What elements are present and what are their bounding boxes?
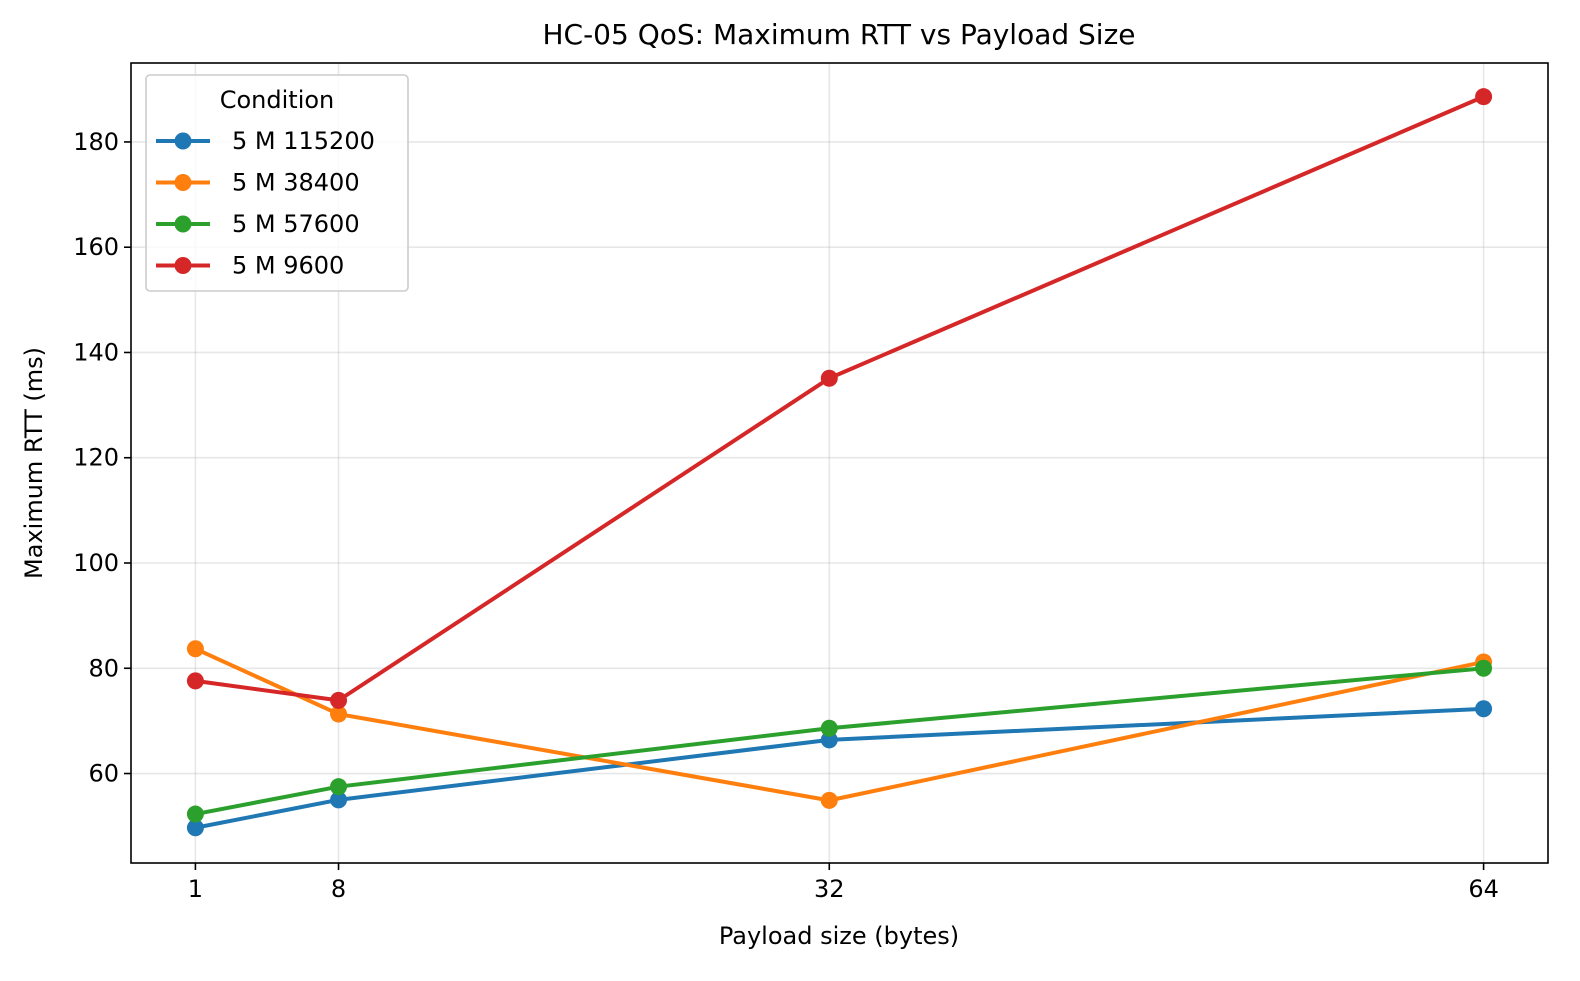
legend-swatch-marker (174, 174, 192, 191)
data-point-5-m-9600 (186, 672, 204, 690)
data-point-5-m-38400 (186, 640, 204, 658)
legend-swatch-marker (174, 257, 192, 274)
data-point-5-m-9600 (1475, 88, 1493, 106)
plot-area-frame (130, 62, 1549, 864)
data-point-5-m-9600 (820, 369, 838, 387)
x-tick-label: 32 (814, 875, 845, 903)
legend-item-5-m-38400: 5 M 38400 (156, 169, 360, 197)
y-tick-label: 180 (73, 128, 119, 156)
legend-swatch-marker (174, 132, 192, 150)
data-point-5-m-9600 (330, 691, 348, 709)
data-point-5-m-115200 (1475, 700, 1493, 718)
grid (131, 63, 1548, 863)
legend-item-5-m-9600: 5 M 9600 (156, 252, 344, 280)
x-axis-label: Payload size (bytes) (719, 922, 959, 950)
data-point-5-m-38400 (330, 705, 348, 723)
legend-item-5-m-57600: 5 M 57600 (156, 210, 360, 238)
y-axis-label: Maximum RTT (ms) (20, 347, 48, 579)
y-tick-label: 120 (73, 444, 119, 472)
data-point-5-m-57600 (820, 719, 838, 737)
legend-item-5-m-115200: 5 M 115200 (156, 127, 375, 155)
y-tick-label: 60 (88, 760, 119, 788)
legend-label: 5 M 38400 (232, 169, 360, 197)
x-tick-label: 8 (331, 875, 346, 903)
legend-swatch-marker (174, 215, 192, 233)
y-tick-label: 140 (73, 338, 119, 366)
series-line-5-m-115200 (193, 706, 1486, 831)
data-point-5-m-57600 (186, 805, 204, 823)
x-tick-label: 64 (1468, 875, 1499, 903)
chart-title: HC-05 QoS: Maximum RTT vs Payload Size (542, 18, 1135, 51)
legend-items: 5 M 115200 5 M 38400 5 M 57600 5 M 9600 (156, 127, 375, 280)
series-line-5-m-9600 (193, 94, 1487, 703)
y-tick-label: 100 (73, 549, 119, 577)
x-tick-label: 1 (188, 875, 203, 903)
legend-label: 5 M 9600 (232, 252, 344, 280)
data-point-5-m-115200 (186, 819, 204, 837)
y-tick-label: 160 (73, 233, 119, 261)
data-point-5-m-115200 (330, 791, 348, 809)
series-group (186, 88, 1493, 837)
y-axis: 60 80 100 120 140 160 180 (73, 128, 131, 788)
series-5-m-9600 (186, 88, 1493, 709)
data-point-5-m-57600 (1475, 659, 1493, 677)
legend-label: 5 M 115200 (232, 127, 375, 155)
legend-label: 5 M 57600 (232, 210, 360, 238)
series-5-m-115200 (186, 700, 1493, 837)
series-line-5-m-57600 (193, 666, 1486, 817)
series-5-m-57600 (186, 659, 1493, 823)
data-point-5-m-38400 (820, 791, 838, 809)
y-tick-label: 80 (88, 654, 119, 682)
data-point-5-m-57600 (330, 778, 348, 796)
x-axis: 1 8 32 64 (188, 863, 1499, 903)
legend-box (145, 74, 409, 292)
legend-title: Condition (220, 86, 335, 114)
